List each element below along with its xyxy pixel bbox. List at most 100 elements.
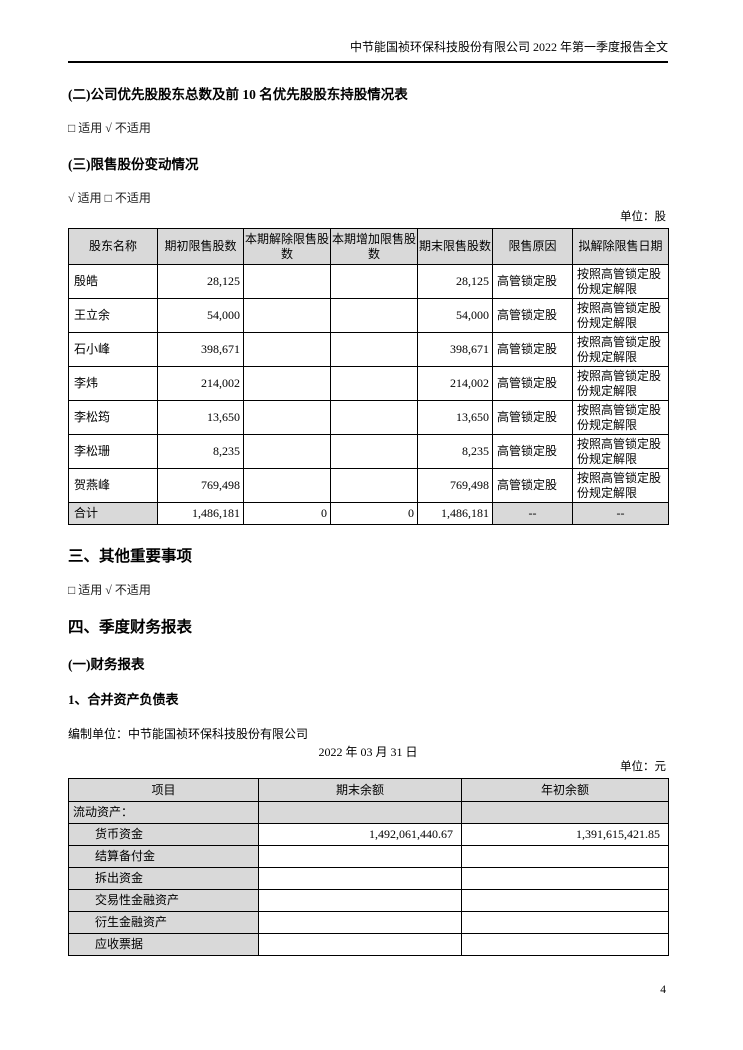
end-shares-cell: 214,002 [417, 366, 493, 401]
item-cell: 衍生金融资产 [68, 911, 259, 934]
shareholder-name-cell: 殷皓 [68, 264, 158, 299]
begin-shares-cell: 214,002 [157, 366, 244, 401]
col-header-ending-balance: 期末余额 [258, 778, 462, 802]
beginning-balance-cell [461, 889, 669, 912]
begin-shares-cell: 8,235 [157, 434, 244, 469]
ending-balance-cell [258, 911, 462, 934]
beginning-balance-cell [461, 801, 669, 824]
reason-cell: 高管锁定股 [492, 468, 573, 503]
reason-cell: 高管锁定股 [492, 434, 573, 469]
total-label-cell: 合计 [68, 502, 158, 525]
table-row: 李松珊 8,235 8,235 高管锁定股 按照高管锁定股份规定解限 [68, 434, 669, 469]
table-row: 货币资金 1,492,061,440.67 1,391,615,421.85 [68, 823, 669, 846]
table-row: 衍生金融资产 [68, 911, 669, 934]
col-header-shareholder-name: 股东名称 [68, 228, 158, 265]
page-number: 4 [660, 984, 666, 996]
released-shares-cell [243, 434, 331, 469]
table-row: 拆出资金 [68, 867, 669, 890]
end-shares-cell: 769,498 [417, 468, 493, 503]
shareholder-name-cell: 石小峰 [68, 332, 158, 367]
added-shares-cell [330, 468, 418, 503]
end-shares-cell: 398,671 [417, 332, 493, 367]
added-shares-cell [330, 332, 418, 367]
table-row: 李炜 214,002 214,002 高管锁定股 按照高管锁定股份规定解限 [68, 366, 669, 401]
released-shares-cell [243, 366, 331, 401]
reason-cell: -- [492, 502, 573, 525]
ending-balance-cell [258, 889, 462, 912]
item-cell: 交易性金融资产 [68, 889, 259, 912]
released-shares-cell: 0 [243, 502, 331, 525]
reason-cell: 高管锁定股 [492, 332, 573, 367]
end-shares-cell: 28,125 [417, 264, 493, 299]
table-row: 交易性金融资产 [68, 889, 669, 912]
added-shares-cell [330, 434, 418, 469]
reason-cell: 高管锁定股 [492, 264, 573, 299]
begin-shares-cell: 28,125 [157, 264, 244, 299]
added-shares-cell [330, 400, 418, 435]
table-row: 殷皓 28,125 28,125 高管锁定股 按照高管锁定股份规定解限 [68, 264, 669, 299]
release-date-cell: 按照高管锁定股份规定解限 [572, 468, 669, 503]
begin-shares-cell: 398,671 [157, 332, 244, 367]
balance-sheet-table: 项目 期末余额 年初余额 流动资产： 货币资金 1,492,061,440.67… [68, 778, 669, 956]
ending-balance-cell: 1,492,061,440.67 [258, 823, 462, 846]
end-shares-cell: 8,235 [417, 434, 493, 469]
unit-label-shares: 单位：股 [620, 211, 666, 223]
col-header-begin-restricted: 期初限售股数 [157, 228, 244, 265]
col-header-item: 项目 [68, 778, 259, 802]
begin-shares-cell: 769,498 [157, 468, 244, 503]
released-shares-cell [243, 264, 331, 299]
table-row: 李松筠 13,650 13,650 高管锁定股 按照高管锁定股份规定解限 [68, 400, 669, 435]
subsection-heading-financial-statements: (一)财务报表 [68, 657, 145, 672]
begin-shares-cell: 54,000 [157, 298, 244, 333]
table-row: 王立余 54,000 54,000 高管锁定股 按照高管锁定股份规定解限 [68, 298, 669, 333]
beginning-balance-cell [461, 867, 669, 890]
shareholder-name-cell: 贺燕峰 [68, 468, 158, 503]
shareholder-name-cell: 李炜 [68, 366, 158, 401]
col-header-release-date: 拟解除限售日期 [572, 228, 669, 265]
restricted-shares-table: 股东名称 期初限售股数 本期解除限售股数 本期增加限售股数 期末限售股数 限售原… [68, 228, 669, 525]
reason-cell: 高管锁定股 [492, 366, 573, 401]
ending-balance-cell [258, 867, 462, 890]
added-shares-cell [330, 366, 418, 401]
release-date-cell: -- [572, 502, 669, 525]
beginning-balance-cell [461, 845, 669, 868]
released-shares-cell [243, 298, 331, 333]
beginning-balance-cell [461, 933, 669, 956]
end-shares-cell: 13,650 [417, 400, 493, 435]
shareholder-name-cell: 李松筠 [68, 400, 158, 435]
ending-balance-cell [258, 845, 462, 868]
beginning-balance-cell: 1,391,615,421.85 [461, 823, 669, 846]
col-header-beginning-balance: 年初余额 [461, 778, 669, 802]
applicability-note-other-matters: □ 适用 √ 不适用 [68, 583, 151, 597]
item-cell: 结算备付金 [68, 845, 259, 868]
applicability-note-preferred: □ 适用 √ 不适用 [68, 121, 151, 135]
released-shares-cell [243, 468, 331, 503]
begin-shares-cell: 1,486,181 [157, 502, 244, 525]
release-date-cell: 按照高管锁定股份规定解限 [572, 298, 669, 333]
table-section-row: 流动资产： [68, 801, 669, 824]
item-cell: 应收票据 [68, 933, 259, 956]
balance-sheet-date: 2022 年 03 月 31 日 [318, 745, 418, 759]
end-shares-cell: 54,000 [417, 298, 493, 333]
release-date-cell: 按照高管锁定股份规定解限 [572, 400, 669, 435]
end-shares-cell: 1,486,181 [417, 502, 493, 525]
table-header-row: 股东名称 期初限售股数 本期解除限售股数 本期增加限售股数 期末限售股数 限售原… [68, 228, 669, 265]
prepared-by-line: 编制单位：中节能国祯环保科技股份有限公司 [68, 727, 309, 741]
reason-cell: 高管锁定股 [492, 400, 573, 435]
document-header-title: 中节能国祯环保科技股份有限公司 2022 年第一季度报告全文 [68, 40, 668, 63]
item-cell: 流动资产： [68, 801, 259, 824]
reason-cell: 高管锁定股 [492, 298, 573, 333]
table-row: 应收票据 [68, 933, 669, 956]
release-date-cell: 按照高管锁定股份规定解限 [572, 332, 669, 367]
table-row: 石小峰 398,671 398,671 高管锁定股 按照高管锁定股份规定解限 [68, 332, 669, 367]
unit-label-yuan: 单位：元 [620, 761, 666, 773]
section-heading-restricted-shares: (三)限售股份变动情况 [68, 157, 199, 172]
table-header-row: 项目 期末余额 年初余额 [68, 778, 669, 802]
added-shares-cell: 0 [330, 502, 418, 525]
released-shares-cell [243, 400, 331, 435]
beginning-balance-cell [461, 911, 669, 934]
release-date-cell: 按照高管锁定股份规定解限 [572, 366, 669, 401]
subsection-heading-consolidated-balance-sheet: 1、合并资产负债表 [68, 692, 179, 707]
col-header-added: 本期增加限售股数 [330, 228, 418, 265]
